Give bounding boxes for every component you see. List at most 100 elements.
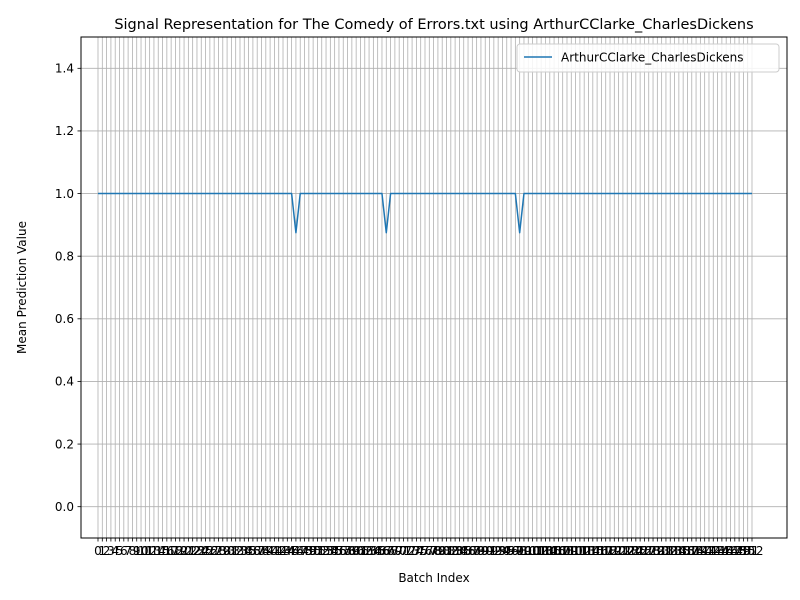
x-tick-label: 49	[301, 544, 316, 558]
x-tick-label: 42	[271, 544, 286, 558]
x-tick-label: 61	[353, 544, 368, 558]
x-tick-label: 69	[387, 544, 402, 558]
x-tick-label: 91	[482, 544, 497, 558]
x-tick-label: 17	[164, 544, 179, 558]
x-tick-label: 40	[262, 544, 277, 558]
x-tick-label: 93	[491, 544, 506, 558]
x-tick-label: 76	[417, 544, 432, 558]
x-tick-label: 118	[594, 544, 617, 558]
x-tick-label: 10	[133, 544, 148, 558]
x-tick-label: 137	[676, 544, 699, 558]
x-tick-label: 140	[689, 544, 712, 558]
x-tick-label: 108	[551, 544, 574, 558]
x-tick-label: 29	[215, 544, 230, 558]
x-tick-label: 107	[547, 544, 570, 558]
x-tick-label: 64	[366, 544, 381, 558]
x-tick-label: 28	[211, 544, 226, 558]
x-tick-label: 14	[151, 544, 166, 558]
x-tick-label: 55	[327, 544, 342, 558]
x-tick-label: 149	[728, 544, 751, 558]
x-tick-label: 130	[646, 544, 669, 558]
x-tick-label: 115	[581, 544, 604, 558]
x-tick-label: 86	[460, 544, 475, 558]
x-tick-label: 90	[478, 544, 493, 558]
x-tick-label: 94	[495, 544, 510, 558]
legend: ArthurCClarke_CharlesDickens	[516, 43, 780, 73]
x-tick-label: 73	[404, 544, 419, 558]
x-tick-label: 5	[116, 544, 124, 558]
x-tick-label: 114	[577, 544, 600, 558]
x-tick-label: 85	[456, 544, 471, 558]
x-tick-label: 34	[237, 544, 252, 558]
x-tick-label: 82	[443, 544, 458, 558]
x-tick-label: 97	[508, 544, 523, 558]
x-tick-label: 74	[409, 544, 424, 558]
x-tick-label: 27	[207, 544, 222, 558]
x-tick-label: 116	[586, 544, 609, 558]
x-tick-label: 81	[439, 544, 454, 558]
x-axis-label: Batch Index	[398, 571, 469, 585]
x-tick-label: 21	[181, 544, 196, 558]
x-tick-label: 95	[499, 544, 514, 558]
x-tick-label: 131	[650, 544, 673, 558]
x-tick-label: 89	[473, 544, 488, 558]
x-tick-label: 1	[98, 544, 106, 558]
x-tick-label: 123	[616, 544, 639, 558]
x-tick-label: 11	[138, 544, 153, 558]
x-tick-label: 35	[241, 544, 256, 558]
x-tick-label: 96	[503, 544, 518, 558]
x-tick-label: 45	[284, 544, 299, 558]
x-tick-label: 57	[336, 544, 351, 558]
x-tick-label: 20	[176, 544, 191, 558]
x-tick-label: 100	[517, 544, 540, 558]
x-tick-label: 18	[168, 544, 183, 558]
x-tick-label: 113	[573, 544, 596, 558]
x-tick-label: 54	[323, 544, 338, 558]
chart-title: Signal Representation for The Comedy of …	[114, 17, 753, 33]
x-tick-label: 47	[293, 544, 308, 558]
x-tick-label: 104	[534, 544, 557, 558]
x-tick-label: 109	[556, 544, 579, 558]
x-tick-label: 59	[344, 544, 359, 558]
y-tick-label: 0.4	[55, 375, 74, 389]
x-tick-label: 127	[633, 544, 656, 558]
x-tick-label: 136	[672, 544, 695, 558]
legend-box	[516, 43, 780, 73]
x-tick-label: 92	[486, 544, 501, 558]
x-tick-label: 25	[198, 544, 213, 558]
x-tick-label: 33	[232, 544, 247, 558]
x-tick-label: 13	[146, 544, 161, 558]
x-tick-label: 62	[357, 544, 372, 558]
x-tick-label: 141	[693, 544, 716, 558]
x-tick-label: 9	[133, 544, 141, 558]
x-tick-label: 129	[642, 544, 665, 558]
series-line	[98, 192, 752, 234]
x-tick-label: 110	[560, 544, 583, 558]
x-tick-label: 15	[155, 544, 170, 558]
x-tick-label: 12	[142, 544, 157, 558]
x-tick-label: 142	[698, 544, 721, 558]
x-tick-label: 22	[185, 544, 200, 558]
x-tick-label: 56	[331, 544, 346, 558]
x-tick-label: 125	[624, 544, 647, 558]
x-tick-label: 67	[379, 544, 394, 558]
x-tick-label: 122	[611, 544, 634, 558]
x-tick-label: 101	[521, 544, 544, 558]
y-tick-label: 1.4	[55, 62, 74, 76]
x-tick-label: 32	[228, 544, 243, 558]
x-tick-label: 51	[310, 544, 325, 558]
x-tick-label: 24	[194, 544, 209, 558]
x-tick-label: 19	[172, 544, 187, 558]
y-tick-label: 0.2	[55, 437, 74, 451]
x-axis-ticks: 0123456789101112131415161718192021222324…	[94, 538, 763, 558]
x-tick-label: 105	[538, 544, 561, 558]
x-tick-label: 53	[318, 544, 333, 558]
x-tick-label: 102	[525, 544, 548, 558]
x-tick-label: 50	[305, 544, 320, 558]
x-tick-label: 139	[685, 544, 708, 558]
x-tick-label: 46	[288, 544, 303, 558]
x-tick-label: 16	[159, 544, 174, 558]
grid-lines	[81, 37, 787, 538]
x-tick-label: 0	[94, 544, 102, 558]
x-tick-label: 72	[400, 544, 415, 558]
